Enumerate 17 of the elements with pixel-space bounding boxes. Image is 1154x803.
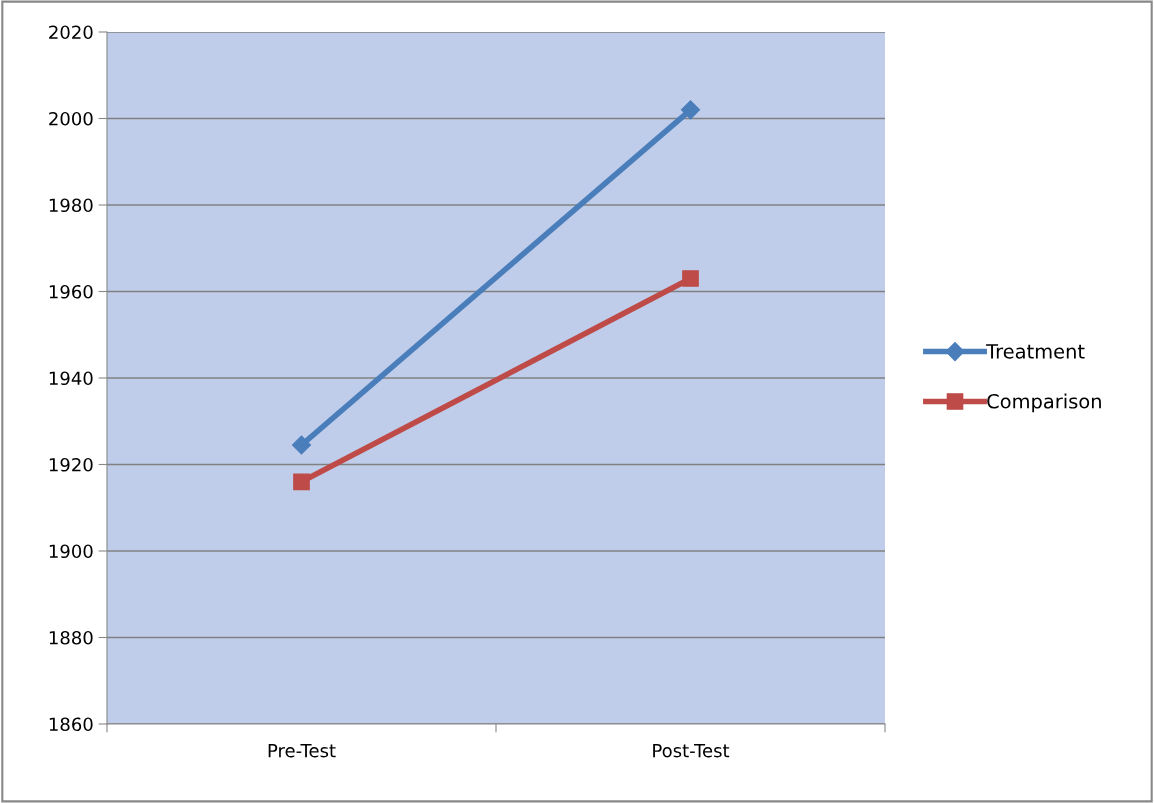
y-tick-label: 1960 (49, 284, 93, 299)
y-tick-label: 2020 (49, 25, 93, 40)
legend-label: Treatment (986, 344, 1085, 359)
y-tick-label: 1900 (49, 544, 93, 559)
point (291, 435, 312, 455)
x-tick-label: Pre-Test (268, 744, 336, 758)
y-tick-label: 1860 (49, 717, 93, 732)
legend-label: Comparison (987, 393, 1101, 413)
y-tick-label: 1980 (49, 198, 93, 213)
point (680, 100, 701, 120)
point (293, 473, 310, 491)
y-tick-label: 2000 (49, 111, 93, 126)
point (682, 270, 699, 287)
y-tick-label: 1920 (49, 457, 93, 472)
x-tick-label: Post-Test (653, 744, 730, 758)
y-tick-label: 1880 (49, 630, 93, 645)
y-tick-label: 1940 (49, 371, 93, 386)
